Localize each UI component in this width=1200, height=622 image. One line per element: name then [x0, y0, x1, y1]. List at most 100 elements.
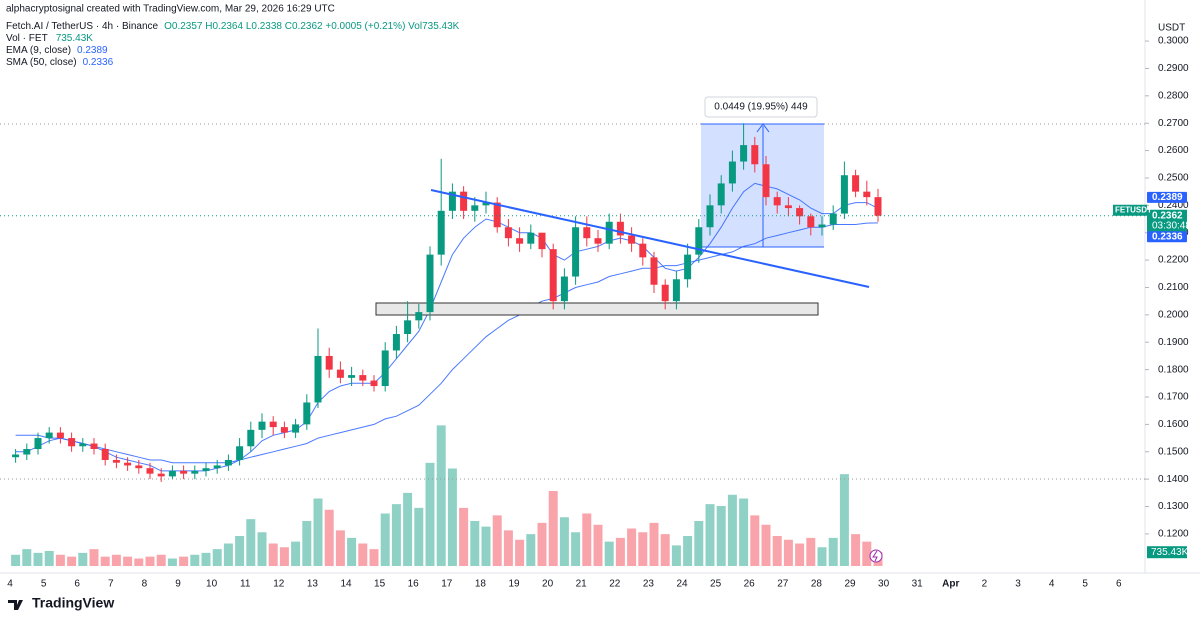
volume-bar	[313, 498, 323, 566]
y-tick-label: 0.1400	[1158, 474, 1189, 485]
candle-body	[236, 446, 244, 460]
volume-bar	[291, 541, 301, 566]
volume-bar	[559, 517, 569, 566]
candle-body	[45, 432, 53, 439]
x-tick-label: 27	[777, 579, 789, 590]
volume-bar	[660, 534, 670, 566]
volume-bar	[481, 526, 491, 566]
x-tick-label: 10	[206, 579, 218, 590]
candle-body	[807, 216, 815, 228]
legend-value: 0.2336	[83, 57, 114, 68]
y-tick-label: 0.1800	[1158, 364, 1189, 375]
volume-bar	[761, 524, 771, 566]
measure-label: 0.0449 (19.95%) 449	[714, 102, 808, 113]
candle-body	[661, 284, 669, 302]
candle-body	[224, 459, 232, 466]
x-tick-label: 19	[508, 579, 520, 590]
y-tick-label: 0.1600	[1158, 419, 1189, 430]
candle-body	[852, 175, 860, 192]
candle-body	[325, 355, 333, 370]
candle-body	[191, 470, 199, 474]
alert-icon[interactable]	[869, 549, 883, 563]
candle-body	[157, 473, 165, 477]
volume-bar	[268, 543, 278, 566]
candle-body	[605, 221, 613, 244]
volume-bar	[470, 521, 480, 566]
candle-body	[90, 443, 98, 450]
x-tick-label: 4	[1049, 579, 1055, 590]
candle-body	[202, 468, 210, 471]
volume-bar	[571, 532, 581, 566]
ema-price-label: 0.2389	[1152, 192, 1183, 203]
x-tick-label: 11	[240, 579, 251, 590]
y-tick-label: 0.2700	[1158, 118, 1189, 129]
volume-bar	[279, 547, 289, 566]
volume-bar	[459, 507, 469, 566]
candle-body	[348, 375, 356, 378]
volume-bar	[246, 519, 256, 566]
x-tick-label: 4	[7, 579, 13, 590]
volume-bar	[425, 462, 435, 566]
x-tick-label: 15	[374, 579, 386, 590]
volume-bar	[806, 537, 816, 566]
candle-body	[247, 429, 255, 447]
candle-body	[796, 208, 804, 217]
volume-bar	[739, 498, 749, 566]
volume-bar	[67, 556, 77, 566]
x-tick-label: 2	[982, 579, 988, 590]
candle-body	[572, 227, 580, 277]
current-price: 0.2362	[1152, 210, 1183, 221]
candle-body	[336, 369, 344, 378]
sma-price-label: 0.2336	[1152, 231, 1183, 242]
y-tick-label: 0.1700	[1158, 392, 1189, 403]
volume-bar	[515, 539, 525, 566]
x-tick-label: 23	[643, 579, 655, 590]
volume-bar	[839, 474, 849, 566]
x-tick-label: 25	[710, 579, 722, 590]
volume-bar	[795, 543, 805, 566]
ema-legend: EMA (9, close) 0.2389	[6, 45, 108, 56]
x-tick-label: 5	[41, 579, 47, 590]
volume-bar	[649, 522, 659, 566]
candle-body	[728, 161, 736, 184]
volume-bar	[324, 509, 334, 566]
volume-bar	[604, 541, 614, 566]
candle-body	[527, 232, 535, 244]
candle-body	[594, 238, 602, 244]
volume-bar	[391, 504, 401, 566]
volume-bar	[190, 554, 200, 566]
candle-body	[874, 197, 882, 216]
x-tick-label: 28	[811, 579, 823, 590]
y-tick-label: 0.2500	[1158, 173, 1189, 184]
candle-body	[269, 421, 277, 428]
x-tick-label: 8	[142, 579, 148, 590]
volume-bar	[358, 543, 368, 566]
candle-body	[751, 145, 759, 165]
candle-body	[628, 235, 636, 244]
volume-bar	[851, 534, 861, 566]
volume-bar	[683, 536, 693, 566]
candle-body	[370, 380, 378, 387]
volume-bar	[447, 468, 457, 566]
candle-body	[12, 454, 20, 458]
candle-body	[79, 443, 87, 447]
measure-arrowhead	[756, 123, 770, 133]
countdown: 03:30:48	[1152, 220, 1191, 231]
volume-bar	[615, 537, 625, 566]
x-tick-label: 18	[475, 579, 487, 590]
x-tick-label: 24	[676, 579, 688, 590]
x-tick-label: Apr	[942, 579, 959, 590]
volume-bar	[134, 558, 144, 566]
ema-price-label-bg	[1147, 191, 1187, 203]
candle-body	[840, 175, 848, 214]
y-tick-label: 0.1300	[1158, 501, 1189, 512]
volume-bar	[201, 552, 211, 566]
x-tick-label: 3	[1015, 579, 1021, 590]
x-tick-label: 20	[542, 579, 554, 590]
volume-bar	[11, 554, 21, 566]
x-tick-label: 14	[340, 579, 352, 590]
x-tick-label: 31	[912, 579, 924, 590]
legend-name: EMA (9, close)	[6, 45, 71, 56]
